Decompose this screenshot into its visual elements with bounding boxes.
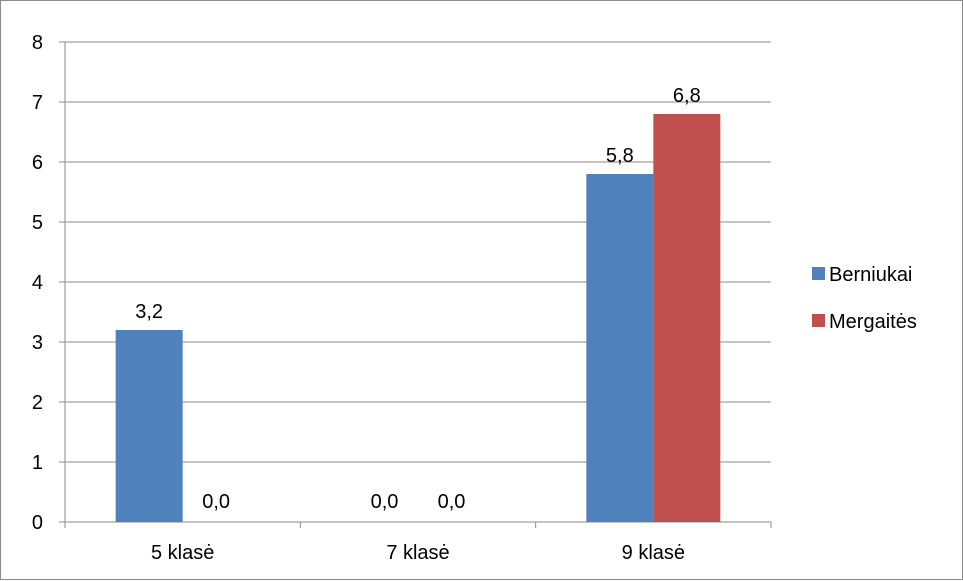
bar-berniukai: [115, 330, 183, 522]
y-tick-label: 2: [32, 392, 43, 414]
bar-berniukai: [586, 174, 654, 522]
bar-mergaitės: [653, 114, 721, 522]
legend-swatch: [812, 267, 825, 280]
data-label: 0,0: [371, 491, 399, 513]
legend-label: Berniukai: [829, 264, 912, 286]
y-tick-label: 6: [32, 152, 43, 174]
legend-label: Mergaitės: [829, 311, 917, 333]
y-tick-label: 4: [32, 272, 43, 294]
legend-swatch: [812, 314, 825, 327]
y-tick-label: 5: [32, 212, 43, 234]
x-tick-label: 7 klasė: [386, 542, 449, 564]
x-tick-label: 5 klasė: [151, 542, 214, 564]
data-label: 3,2: [135, 301, 163, 323]
y-tick-label: 7: [32, 92, 43, 114]
y-tick-label: 3: [32, 332, 43, 354]
data-label: 0,0: [438, 491, 466, 513]
x-tick-label: 9 klasė: [622, 542, 685, 564]
y-tick-label: 1: [32, 452, 43, 474]
data-label: 6,8: [673, 85, 701, 107]
data-label: 5,8: [606, 145, 634, 167]
data-label: 0,0: [202, 491, 230, 513]
y-tick-label: 8: [32, 32, 43, 54]
y-tick-label: 0: [32, 512, 43, 534]
